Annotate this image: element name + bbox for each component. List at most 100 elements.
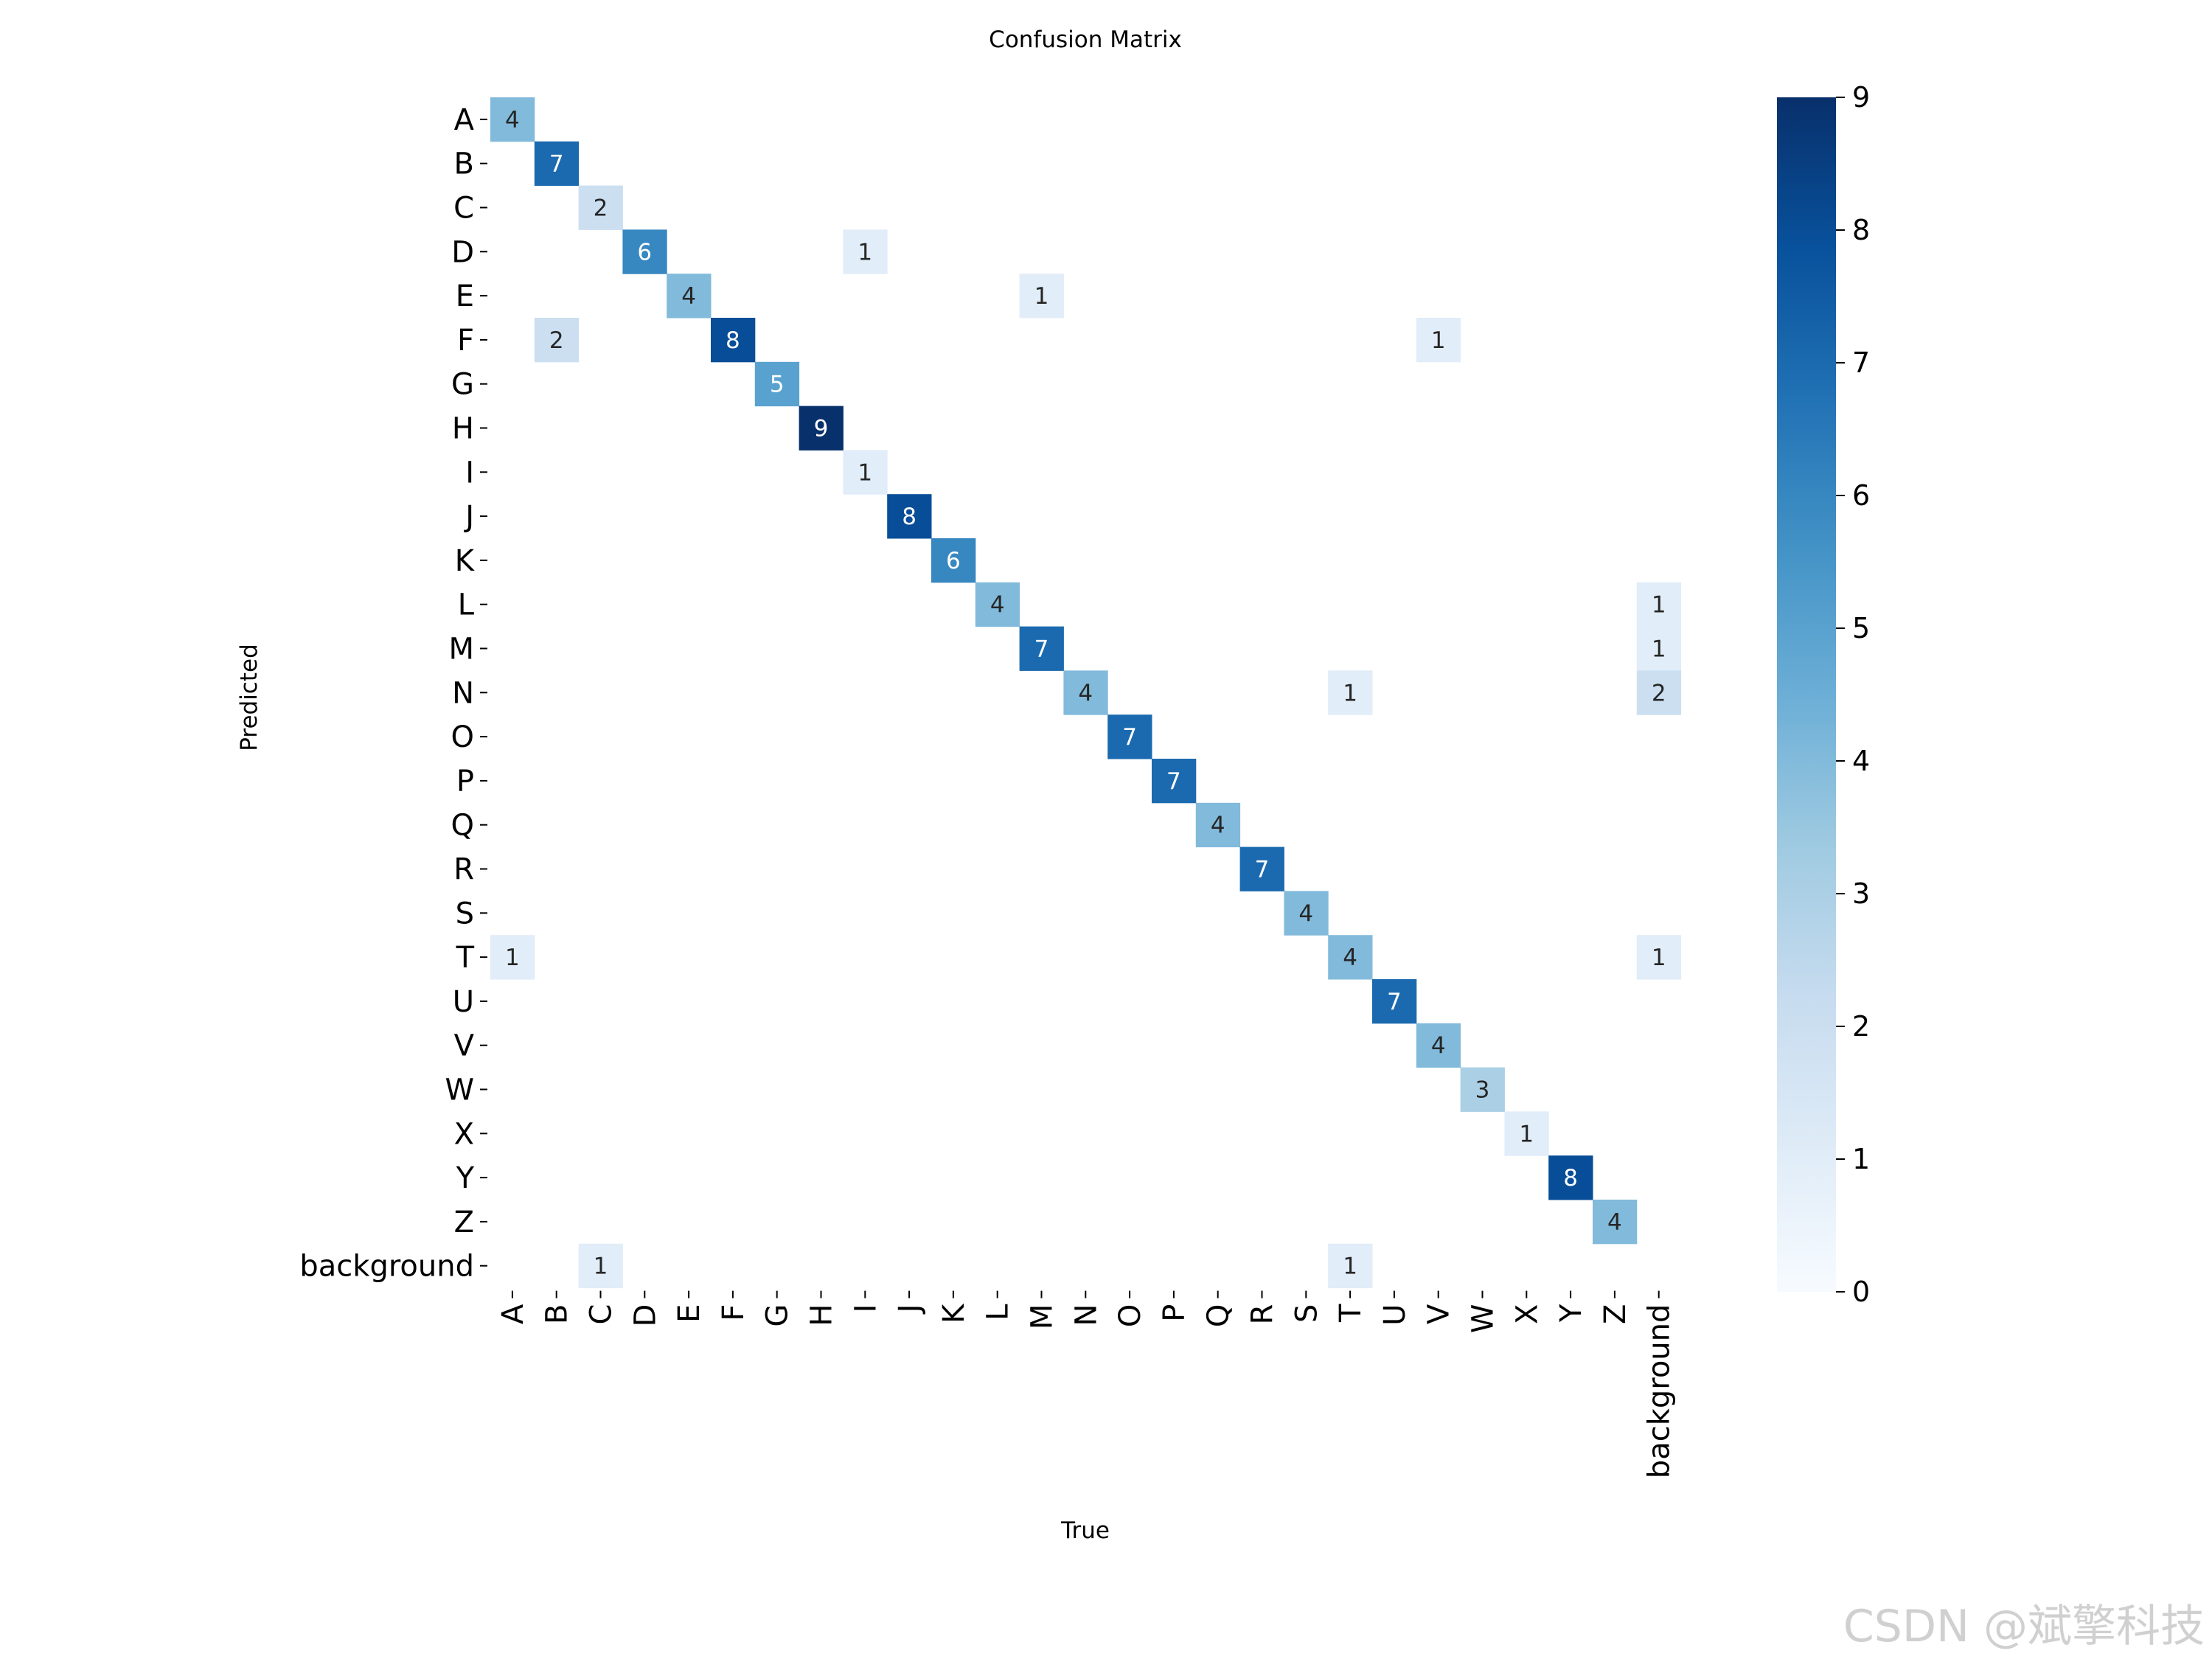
heatmap-cell: 5 [754,361,800,407]
y-tick-label: V [454,1029,475,1063]
heatmap-cell-fill [490,935,535,980]
heatmap-cell: 2 [534,318,580,363]
heatmap-cell-fill [1460,1067,1505,1112]
heatmap-cell: 4 [1284,891,1329,936]
heatmap-cell-value: 4 [1298,900,1313,927]
x-tick-label: S [1290,1304,1324,1323]
heatmap-cell-value: 1 [858,459,872,486]
y-tick-label: W [445,1074,474,1107]
heatmap-cell-fill [1107,714,1152,759]
y-tick-label: S [456,897,474,931]
x-tick-label: V [1422,1304,1456,1324]
y-tick-label: C [453,192,474,226]
heatmap-cell-value: 1 [1652,636,1666,663]
colorbar-tick-label: 9 [1852,81,1870,114]
y-tick-label: G [451,368,474,402]
heatmap-cell-fill [1372,979,1417,1024]
heatmap-cell: 1 [1019,274,1064,319]
x-tick-label: Z [1599,1304,1632,1324]
heatmap-cell-value: 1 [1343,1253,1357,1280]
heatmap-cell-value: 8 [726,327,740,354]
heatmap-cell-fill [931,538,976,583]
heatmap-cell-fill [1636,582,1682,627]
x-tick-label: background [1643,1304,1677,1479]
heatmap-cell-value: 6 [946,548,961,574]
heatmap-cell-value: 4 [990,592,1005,619]
heatmap-cell-fill [1019,626,1064,671]
heatmap-cell: 1 [1328,670,1373,715]
heatmap-cell-fill [490,97,535,142]
heatmap-cell: 7 [1019,626,1064,671]
heatmap-cell-fill [534,318,580,363]
x-tick-label: Q [1202,1304,1236,1327]
x-tick-label: E [672,1304,706,1323]
heatmap-cell: 4 [975,582,1020,627]
x-tick-label: J [893,1304,927,1315]
heatmap-cell: 4 [1593,1200,1638,1245]
heatmap-cell: 1 [843,450,888,495]
y-axis-label: Predicted [236,644,262,751]
x-tick-label: N [1069,1304,1103,1326]
heatmap-cell: 1 [578,1243,623,1289]
x-tick-label: P [1158,1304,1192,1322]
heatmap-cell-fill [1328,935,1373,980]
colorbar: 0 1 2 3 4 5 6 7 8 9 [1777,81,1870,1308]
watermark: CSDN @斌擎科技 [1843,1601,2205,1652]
heatmap-cell: 9 [799,406,844,451]
heatmap-cell-fill [1636,935,1682,980]
y-tick-label: P [456,765,474,799]
x-tick-label: O [1113,1304,1147,1327]
heatmap-cell-fill [1416,1023,1461,1068]
y-tick-label: J [463,500,474,534]
x-tick-label: W [1467,1304,1500,1334]
heatmap-cell-fill [754,361,800,407]
heatmap-cell: 7 [1239,846,1284,891]
heatmap-cell: 1 [1328,1243,1373,1289]
heatmap-cells: 4 7 2 6 1 4 1 2 8 1 5 9 1 8 6 4 1 7 1 4 1 2 7 7 4 7 4 1 4 1 7 4 3 1 8 4 1 1 [490,97,1682,1289]
x-tick-label: G [761,1304,795,1327]
heatmap-cell: 1 [1416,318,1461,363]
colorbar-gradient [1777,97,1836,1292]
y-tick-label: Y [456,1161,475,1195]
heatmap-cell-fill [534,141,580,187]
x-tick-label: T [1334,1304,1368,1323]
heatmap-cell-fill [1636,626,1682,671]
x-tick-label: K [937,1303,971,1324]
heatmap-cell-value: 7 [1166,768,1181,795]
heatmap-cell: 4 [667,274,712,319]
heatmap-cell-value: 4 [1607,1209,1622,1236]
y-tick-label: F [457,324,474,358]
heatmap-cell: 1 [1636,626,1682,671]
x-tick-label: D [628,1304,662,1327]
heatmap-cell-fill [1239,846,1284,891]
heatmap-cell-value: 9 [814,416,829,442]
heatmap-cell-value: 7 [1255,857,1270,883]
heatmap-cell-value: 7 [549,151,564,178]
y-tick-label: Z [454,1206,474,1239]
x-tick-label: U [1378,1304,1412,1326]
y-tick-label: D [451,235,474,269]
heatmap-cell: 4 [1328,935,1373,980]
heatmap-cell-fill [1152,759,1197,804]
heatmap-cell-value: 4 [1431,1033,1446,1060]
heatmap-cell: 1 [843,229,888,274]
heatmap-cell-value: 7 [1387,989,1402,1015]
heatmap-cell: 4 [1416,1023,1461,1068]
y-tick-label: H [452,412,474,446]
colorbar-tick-label: 3 [1852,877,1870,910]
x-tick-label: B [540,1304,574,1324]
heatmap-cell-value: 1 [1431,327,1446,354]
x-tick-label: M [1026,1304,1060,1330]
heatmap-cell: 7 [1107,714,1152,759]
heatmap-cell-fill [667,274,712,319]
heatmap-cell-value: 1 [1652,945,1666,971]
heatmap-cell-value: 7 [1122,724,1137,751]
heatmap-cell-fill [887,494,932,539]
x-tick-label: H [805,1304,839,1326]
heatmap-cell-fill [1416,318,1461,363]
heatmap-cell: 4 [1063,670,1108,715]
heatmap-cell-fill [1636,670,1682,715]
y-tick-label: N [452,676,474,710]
